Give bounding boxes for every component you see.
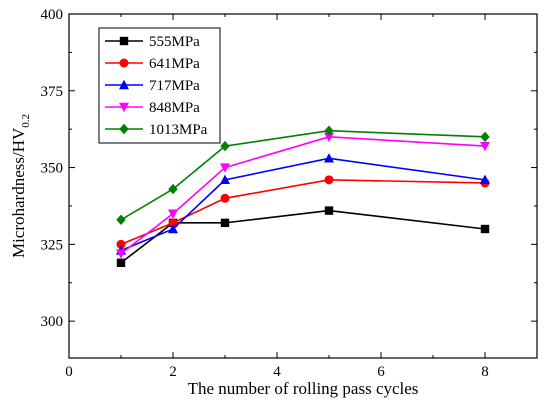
y-tick-label: 400 [41,7,64,23]
y-tick-label: 350 [41,161,64,177]
legend-item: 641MPa [105,56,200,72]
legend-item: 848MPa [105,100,200,116]
data-point [168,218,178,228]
axis-ticks: 0 2 4 6 8 300 325 350 375 400 [41,7,537,380]
data-point [220,218,230,228]
legend-label: 555MPa [149,34,200,50]
data-point [116,258,126,267]
x-tick-label: 8 [481,364,489,380]
data-point [480,174,490,185]
legend: 555MPa 641MPa 717MPa 848MPa 1013MPa [98,27,221,144]
legend-item: 1013MPa [105,122,208,138]
series-1013MPa [116,125,490,225]
x-tick-label: 0 [65,364,73,380]
legend-marker [119,123,129,135]
series-line [120,209,486,264]
series-line [120,136,486,255]
legend-label: 717MPa [149,78,200,94]
x-axis-title: The number of rolling pass cycles [188,379,419,398]
legend-marker [119,36,129,46]
data-point [324,175,334,185]
y-axis-title-main: Microhardness/HV [9,127,28,258]
data-point [116,239,126,249]
legend-marker [119,58,129,68]
y-axis-title: Microhardness/HV0.2 [9,114,32,258]
y-axis-title-subscript: 0.2 [20,114,32,128]
legend-label: 848MPa [149,100,200,116]
series-line [120,157,486,252]
legend-item: 717MPa [105,78,200,94]
x-tick-label: 2 [169,364,177,380]
series-717MPa [116,153,490,255]
data-point [324,206,334,215]
series-848MPa [116,132,490,259]
data-point [116,214,126,225]
data-point [220,174,230,185]
data-point [168,183,178,195]
data-point [480,141,490,152]
data-point [480,131,490,143]
legend-label: 641MPa [149,56,200,72]
x-tick-label: 6 [377,364,385,380]
data-point [220,140,230,152]
data-point [324,125,334,136]
data-point [324,132,334,143]
data-point [168,209,178,219]
legend-item: 555MPa [105,34,200,50]
series-layer [116,125,490,267]
data-point [324,153,334,163]
x-tick-label: 4 [273,364,281,380]
y-tick-label: 325 [41,237,64,253]
data-point [220,163,230,173]
data-point [116,249,126,259]
data-point [480,224,490,234]
legend-marker [119,79,129,90]
y-tick-label: 375 [41,84,64,100]
plot-frame [68,13,538,359]
data-point [220,193,230,203]
legend-label: 1013MPa [149,122,208,138]
y-tick-label: 300 [41,314,64,330]
legend-marker [119,102,129,113]
data-point [168,223,178,234]
